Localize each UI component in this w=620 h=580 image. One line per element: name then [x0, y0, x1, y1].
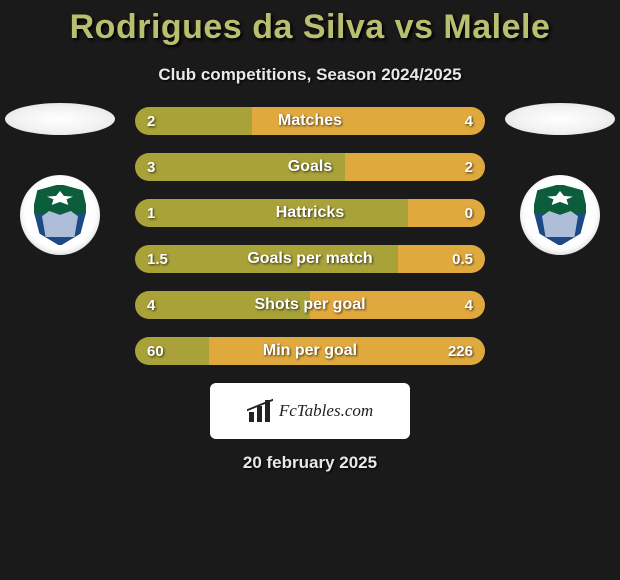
- bar-seg-left: [135, 107, 252, 135]
- bar-row: Goals per match1.50.5: [135, 245, 485, 273]
- bar-row: Min per goal60226: [135, 337, 485, 365]
- bar-seg-left: [135, 337, 209, 365]
- bar-row: Hattricks10: [135, 199, 485, 227]
- club-logo-right: [520, 175, 600, 255]
- player-right-silhouette: [505, 103, 615, 135]
- player-left-silhouette: [5, 103, 115, 135]
- bars-container: Matches24 Goals32 Hattricks10 Goals per mat…: [135, 107, 485, 365]
- subtitle: Club competitions, Season 2024/2025: [0, 65, 620, 85]
- bar-seg-right: [398, 245, 486, 273]
- bar-seg-left: [135, 291, 310, 319]
- page-title: Rodrigues da Silva vs Malele: [0, 0, 620, 47]
- bar-row: Shots per goal44: [135, 291, 485, 319]
- bar-seg-left: [135, 199, 408, 227]
- comparison-chart: Matches24 Goals32 Hattricks10 Goals per mat…: [0, 107, 620, 365]
- bar-row: Matches24: [135, 107, 485, 135]
- bar-seg-right: [209, 337, 486, 365]
- bar-seg-right: [310, 291, 485, 319]
- branding-text: FcTables.com: [279, 401, 373, 421]
- shield-icon: [33, 184, 87, 246]
- shield-icon: [533, 184, 587, 246]
- player-right-panel: [500, 107, 620, 255]
- bar-seg-right: [408, 199, 485, 227]
- bar-row: Goals32: [135, 153, 485, 181]
- bar-seg-left: [135, 153, 345, 181]
- date-text: 20 february 2025: [0, 453, 620, 473]
- fctables-icon: [247, 400, 273, 422]
- bar-seg-right: [345, 153, 485, 181]
- bar-seg-left: [135, 245, 398, 273]
- branding-box: FcTables.com: [210, 383, 410, 439]
- player-left-panel: [0, 107, 120, 255]
- club-logo-left: [20, 175, 100, 255]
- bar-seg-right: [252, 107, 485, 135]
